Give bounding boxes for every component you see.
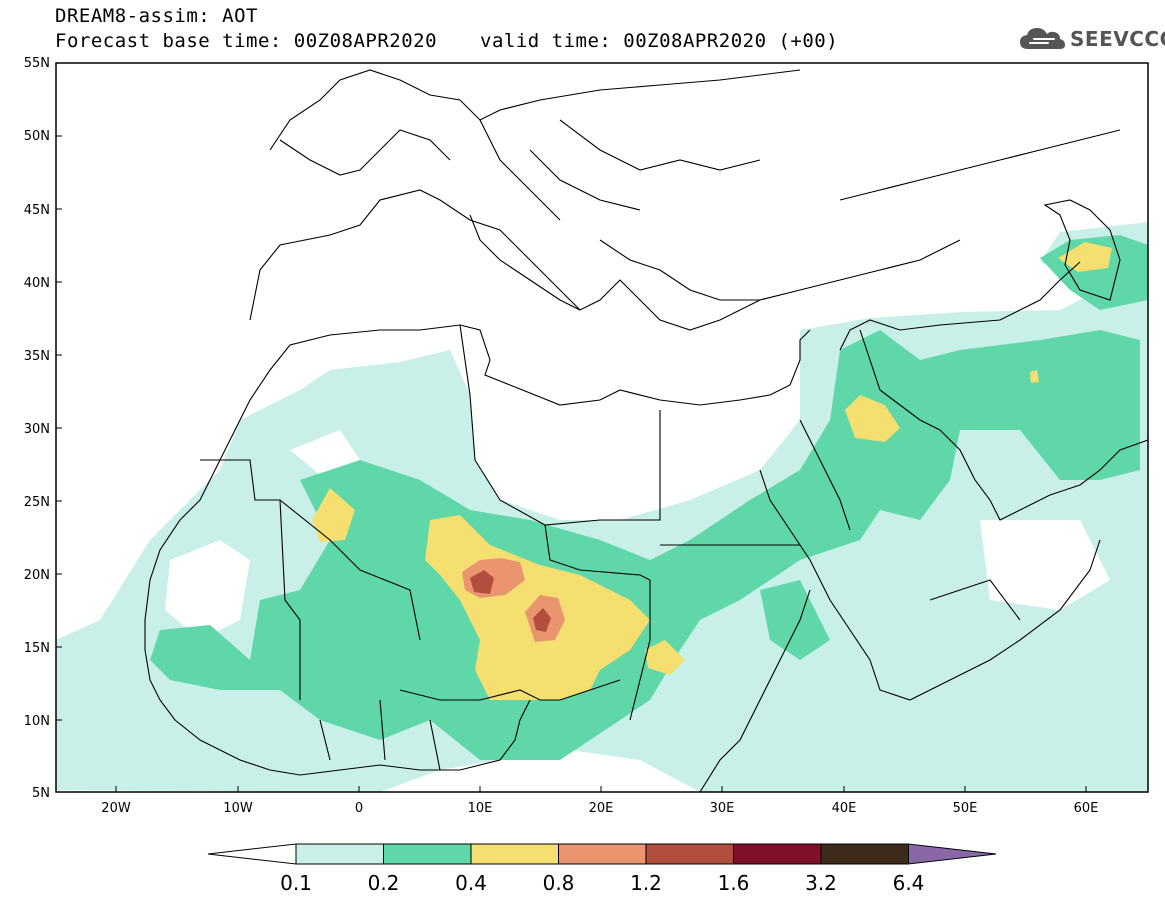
logo-text: SEEVCCC: [1070, 27, 1165, 51]
colorbar-swatch: [820, 843, 909, 865]
colorbar-under-arrow: [207, 843, 297, 865]
colorbar-label: 1.2: [630, 871, 662, 895]
aot-band-0.4-caspian: [1058, 242, 1112, 272]
lon-label: 10E: [468, 801, 493, 816]
lat-label: 55N: [24, 56, 50, 71]
lat-label: 5N: [32, 786, 50, 801]
colorbar-label: 0.4: [455, 871, 487, 895]
lon-label: 30E: [710, 801, 735, 816]
colorbar-swatch: [558, 843, 647, 865]
colorbar-swatch: [645, 843, 734, 865]
colorbar-label: 6.4: [893, 871, 925, 895]
lon-label: 20W: [101, 801, 131, 816]
colorbar-swatch: [383, 843, 472, 865]
lon-label: 60E: [1074, 801, 1099, 816]
aot-band-0.4-chad: [645, 640, 685, 675]
lat-label: 25N: [24, 495, 50, 510]
lat-label: 20N: [24, 568, 50, 583]
map-title: DREAM8-assim: AOT: [55, 5, 258, 27]
lon-label: 20E: [589, 801, 614, 816]
lon-label: 50E: [953, 801, 978, 816]
lat-label: 45N: [24, 203, 50, 218]
aot-band-1.2-north: [470, 570, 494, 594]
aot-band-0.4-iran: [1030, 370, 1039, 383]
lat-label: 30N: [24, 422, 50, 437]
lat-axis: 55N 50N 45N 40N 35N 30N 25N 20N 15N 10N …: [24, 56, 50, 801]
aot-band-1.2-south: [533, 608, 551, 632]
colorbar-swatch: [295, 843, 384, 865]
aot-band-0.2: [150, 330, 1140, 760]
lon-label: 10W: [223, 801, 253, 816]
lat-label: 15N: [24, 641, 50, 656]
colorbar-label: 0.2: [368, 871, 400, 895]
colorbar-label: 3.2: [805, 871, 837, 895]
lat-label: 50N: [24, 129, 50, 144]
lat-label: 40N: [24, 276, 50, 291]
aot-band-0.4-wsahara: [312, 488, 355, 542]
colorbar: 0.1 0.2 0.4 0.8 1.2 1.6 3.2 6.4: [207, 843, 997, 895]
colorbar-over-arrow: [908, 843, 997, 865]
lon-ticks: [115, 786, 1087, 792]
lon-label: 40E: [832, 801, 857, 816]
lon-axis: 20W 10W 0 10E 20E 30E 40E 50E 60E: [101, 801, 1098, 816]
colorbar-swatch: [470, 843, 559, 865]
colorbar-label: 0.8: [543, 871, 575, 895]
forecast-base-time: Forecast base time: 00Z08APR2020: [55, 30, 438, 52]
aot-band-0.1-east: [820, 560, 920, 720]
coastlines: [144, 69, 1148, 792]
aot-field: [56, 222, 1148, 792]
colorbar-swatch: [733, 843, 822, 865]
seevccc-logo: SEEVCCC: [1018, 25, 1165, 53]
valid-time: valid time: 00Z08APR2020 (+00): [480, 30, 839, 52]
aot-band-0.2-east: [760, 580, 830, 660]
lat-label: 35N: [24, 349, 50, 364]
cloud-icon: [1020, 28, 1065, 49]
colorbar-label: 0.1: [280, 871, 312, 895]
lat-ticks: [56, 135, 62, 721]
lon-label: 0: [355, 801, 363, 816]
lat-label: 10N: [24, 714, 50, 729]
aot-band-0.4-iraq: [845, 395, 900, 442]
colorbar-label: 1.6: [718, 871, 750, 895]
